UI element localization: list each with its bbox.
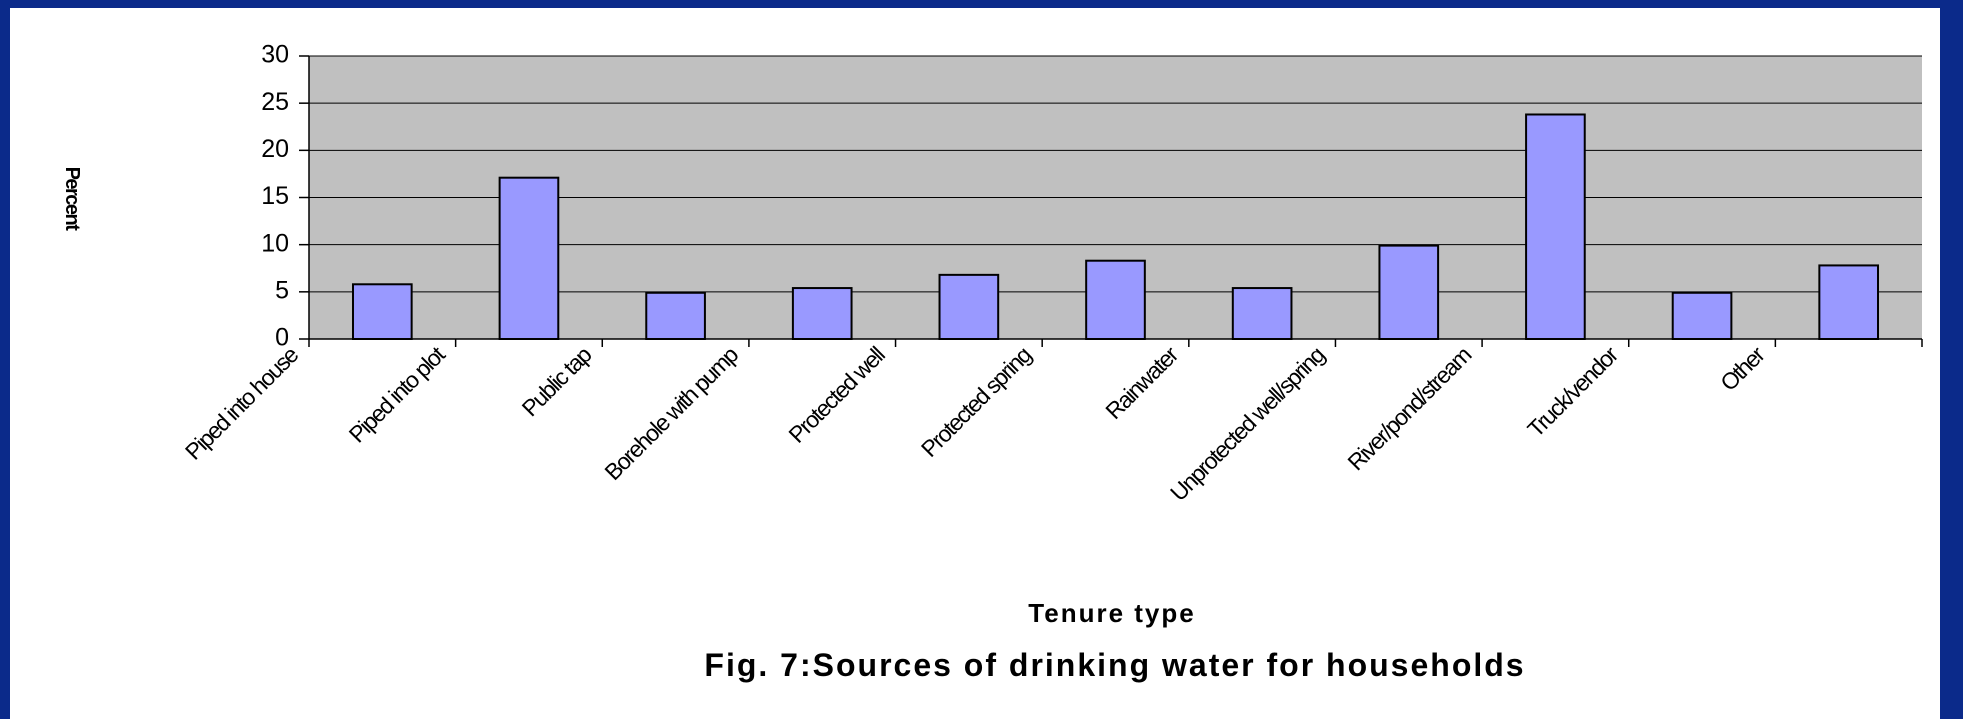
bar bbox=[1085, 259, 1146, 341]
bar bbox=[351, 283, 413, 340]
bar bbox=[645, 291, 706, 341]
y-axis-label: Percent bbox=[61, 167, 83, 232]
bar bbox=[1525, 113, 1586, 340]
bar bbox=[1818, 264, 1880, 341]
y-tick-label: 25 bbox=[261, 88, 289, 116]
y-tick-label: 30 bbox=[261, 41, 289, 69]
bar bbox=[498, 176, 560, 340]
x-axis-label: Tenure type bbox=[1028, 598, 1195, 628]
y-tick-label: 20 bbox=[261, 135, 289, 163]
bar bbox=[1671, 291, 1733, 341]
y-tick-label: 10 bbox=[261, 229, 289, 257]
bar bbox=[938, 273, 1000, 340]
y-tick-label: 15 bbox=[261, 182, 289, 210]
chart-title: Fig. 7:Sources of drinking water for hou… bbox=[704, 647, 1525, 683]
bar bbox=[1231, 287, 1293, 340]
y-tick-label: 0 bbox=[275, 324, 289, 352]
y-tick-label: 5 bbox=[275, 276, 289, 304]
bar bbox=[791, 287, 853, 340]
bar bbox=[1378, 244, 1440, 340]
